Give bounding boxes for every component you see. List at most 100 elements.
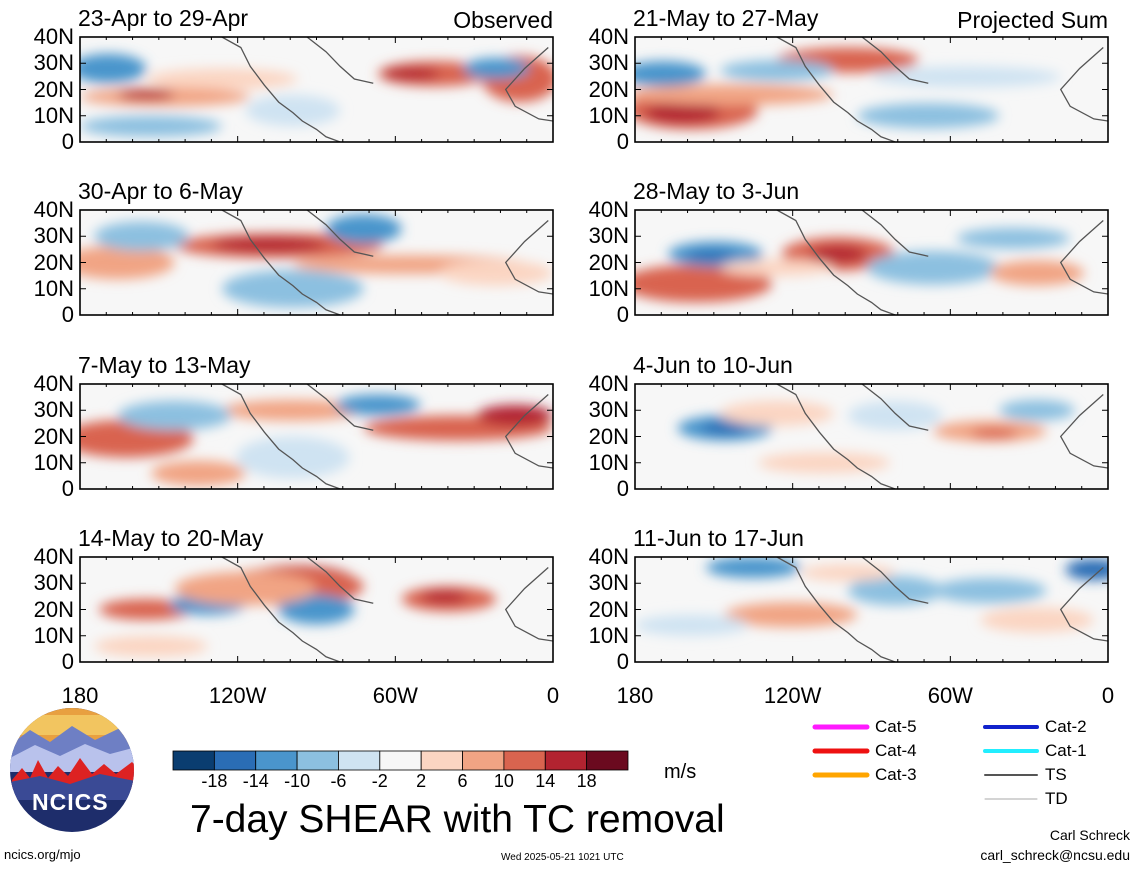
y-axis-label: 40N xyxy=(588,24,629,49)
shear-field xyxy=(80,394,553,486)
shear-contour xyxy=(989,260,1085,286)
y-axis-label: 40N xyxy=(588,371,629,396)
panel-title: 28-May to 3-Jun xyxy=(633,178,800,204)
shear-contour xyxy=(720,60,834,82)
shear-contour xyxy=(970,428,1019,439)
legend-label: Cat-2 xyxy=(1045,717,1087,736)
colorbar-swatch xyxy=(586,750,629,771)
x-axis-label: 0 xyxy=(546,683,560,708)
panel-title: 4-Jun to 10-Jun xyxy=(633,352,793,378)
panel-title: 21-May to 27-May xyxy=(633,5,819,31)
shear-contour xyxy=(857,103,1000,129)
y-axis-label: 0 xyxy=(61,476,74,501)
y-axis-label: 0 xyxy=(616,476,629,501)
y-axis-label: 30N xyxy=(33,570,74,596)
colorbar-label: -14 xyxy=(242,771,269,791)
y-axis-label: 0 xyxy=(61,302,74,327)
shear-contour xyxy=(866,250,1000,285)
shear-contour xyxy=(98,599,194,620)
x-axis-label: 180 xyxy=(616,683,654,708)
legend-label: Cat-4 xyxy=(875,741,917,760)
y-axis-label: 10N xyxy=(33,275,74,301)
panel-title: 7-May to 13-May xyxy=(78,352,251,378)
y-axis-label: 10N xyxy=(588,275,629,301)
map-panel xyxy=(79,556,554,663)
shear-contour xyxy=(245,94,341,127)
y-axis-label: 0 xyxy=(616,649,629,674)
shear-contour xyxy=(635,614,749,636)
y-axis-label: 10N xyxy=(33,622,74,648)
map-panel xyxy=(634,556,1109,663)
author-email[interactable]: carl_schreck@ncsu.edu xyxy=(980,847,1130,863)
colorbar-swatch xyxy=(420,750,463,771)
shear-contour xyxy=(705,557,801,578)
shear-field xyxy=(635,47,1061,130)
x-axis-label: 0 xyxy=(1101,683,1115,708)
logo-text: NCICS xyxy=(32,789,109,815)
shear-contour xyxy=(956,227,1071,249)
colorbar-label: 2 xyxy=(416,771,427,791)
y-axis-label: 20N xyxy=(588,596,629,622)
colorbar-swatch xyxy=(338,750,381,771)
shear-contour xyxy=(701,421,749,435)
shear-contour xyxy=(221,269,364,308)
shear-contour xyxy=(278,594,355,625)
shear-field xyxy=(80,214,553,308)
shear-contour xyxy=(463,58,530,79)
coastline xyxy=(221,557,553,662)
y-axis-label: 20N xyxy=(588,423,629,449)
shear-contour xyxy=(117,400,232,431)
shear-contour xyxy=(724,602,858,628)
panel-title: 14-May to 20-May xyxy=(78,525,264,551)
y-axis-label: 20N xyxy=(33,249,74,275)
y-axis-label: 40N xyxy=(33,544,74,569)
shear-contour xyxy=(174,571,317,606)
y-axis-label: 20N xyxy=(33,423,74,449)
y-axis-label: 10N xyxy=(588,622,629,648)
y-axis-label: 30N xyxy=(33,50,74,76)
y-axis-label: 30N xyxy=(588,570,629,596)
y-axis-label: 0 xyxy=(61,649,74,674)
legend-label: Cat-5 xyxy=(875,717,917,736)
y-axis-label: 30N xyxy=(33,397,74,423)
coastline xyxy=(776,557,1108,662)
coastline xyxy=(776,37,1108,142)
shear-field xyxy=(94,565,497,657)
shear-contour xyxy=(757,452,891,474)
y-axis-label: 40N xyxy=(33,24,74,49)
shear-contour xyxy=(94,635,208,657)
y-axis-label: 0 xyxy=(616,129,629,154)
shear-contour xyxy=(382,67,440,81)
x-axis-label: 180 xyxy=(61,683,99,708)
y-axis-label: 20N xyxy=(588,76,629,102)
colorbar-label: 14 xyxy=(535,771,556,791)
panel-title: 23-Apr to 29-Apr xyxy=(78,5,249,31)
x-axis-label: 60W xyxy=(927,683,973,708)
shear-contour xyxy=(150,460,246,486)
shear-contour xyxy=(325,214,402,244)
panel-tag: Projected Sum xyxy=(957,7,1108,33)
y-axis-label: 10N xyxy=(33,449,74,475)
map-panel xyxy=(634,209,1109,316)
colorbar-swatch xyxy=(462,750,505,771)
ncics-logo xyxy=(10,708,134,832)
colorbar-label: -10 xyxy=(284,771,311,791)
y-axis-label: 0 xyxy=(616,302,629,327)
coastline xyxy=(776,210,1108,315)
y-axis-label: 0 xyxy=(61,129,74,154)
coastline xyxy=(221,210,553,315)
shear-contour xyxy=(847,575,943,606)
shear-contour xyxy=(687,250,735,262)
colorbar-label: 10 xyxy=(493,771,514,791)
colorbar-label: -18 xyxy=(201,771,228,791)
shear-contour xyxy=(212,237,326,252)
track-legend xyxy=(812,724,1039,800)
colorbar-label: -6 xyxy=(330,771,347,791)
shear-contour xyxy=(644,102,721,124)
colorbar-unit: m/s xyxy=(664,761,697,783)
website-link[interactable]: ncics.org/mjo xyxy=(4,847,81,862)
shear-contour xyxy=(980,607,1094,633)
y-axis-label: 20N xyxy=(33,76,74,102)
shear-contour xyxy=(80,115,222,137)
